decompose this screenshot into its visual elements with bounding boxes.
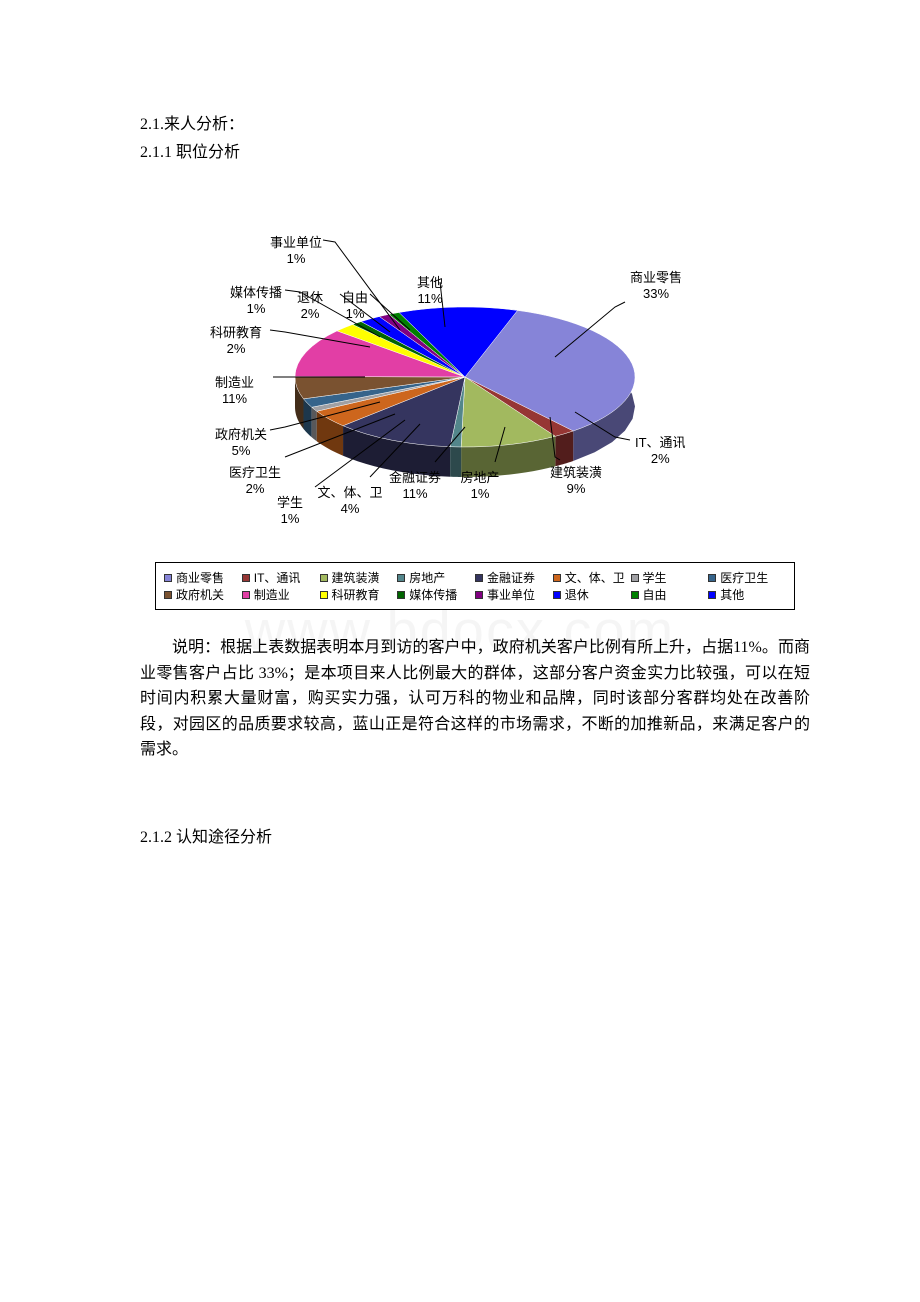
legend-swatch: [242, 591, 250, 599]
slice-label: 媒体传播1%: [230, 282, 282, 316]
legend-swatch: [553, 574, 561, 582]
slice-label: 自由1%: [342, 287, 368, 321]
legend-item: IT、通讯: [242, 569, 320, 586]
legend-item: 医疗卫生: [708, 569, 786, 586]
legend-swatch: [475, 574, 483, 582]
legend-swatch: [320, 574, 328, 582]
legend-text: 退休: [565, 586, 589, 603]
explanation-paragraph: 说明：根据上表数据表明本月到访的客户中，政府机关客户比例有所上升，占据11%。而…: [140, 635, 810, 763]
slice-label: 学生1%: [277, 492, 303, 526]
legend-text: 建筑装潢: [332, 569, 380, 586]
legend-item: 退休: [553, 586, 631, 603]
slice-label: 医疗卫生2%: [229, 462, 281, 496]
legend-swatch: [164, 574, 172, 582]
slice-label: IT、通讯2%: [635, 432, 686, 466]
pie-side: [312, 407, 317, 441]
pie-side: [450, 447, 461, 477]
legend-swatch: [708, 591, 716, 599]
legend-item: 科研教育: [320, 586, 398, 603]
legend-item: 媒体传播: [397, 586, 475, 603]
legend-box: 商业零售 IT、通讯 建筑装潢 房地产 金融证券 文、体、卫 学生 医疗卫生政府机关 制造业 科研…: [155, 562, 795, 610]
legend-item: 房地产: [397, 569, 475, 586]
legend-item: 商业零售: [164, 569, 242, 586]
legend-item: 建筑装潢: [320, 569, 398, 586]
legend-text: 医疗卫生: [720, 569, 768, 586]
legend-swatch: [631, 574, 639, 582]
slice-label: 建筑装潢9%: [550, 462, 602, 496]
legend-text: IT、通讯: [254, 569, 301, 586]
legend-text: 其他: [720, 586, 744, 603]
slice-label: 其他11%: [417, 272, 443, 306]
legend-item: 其他: [708, 586, 786, 603]
legend-text: 金融证券: [487, 569, 535, 586]
legend-text: 事业单位: [487, 586, 535, 603]
paragraph-text: 说明：根据上表数据表明本月到访的客户中，政府机关客户比例有所上升，占据11%。而…: [140, 635, 810, 763]
legend-item: 事业单位: [475, 586, 553, 603]
legend-item: 自由: [631, 586, 709, 603]
slice-label: 制造业11%: [215, 372, 254, 406]
slice-label: 金融证券11%: [389, 467, 441, 501]
slice-label: 房地产1%: [460, 467, 499, 501]
legend-text: 政府机关: [176, 586, 224, 603]
legend-item: 金融证券: [475, 569, 553, 586]
legend-item: 制造业: [242, 586, 320, 603]
legend-swatch: [397, 591, 405, 599]
heading-2-1-2: 2.1.2 认知途径分析: [140, 823, 810, 847]
legend-text: 科研教育: [332, 586, 380, 603]
legend-swatch: [553, 591, 561, 599]
legend-text: 学生: [643, 569, 667, 586]
slice-label: 商业零售33%: [630, 267, 682, 301]
legend-text: 房地产: [409, 569, 445, 586]
legend-swatch: [242, 574, 250, 582]
legend-swatch: [708, 574, 716, 582]
slice-label: 政府机关5%: [215, 424, 267, 458]
legend-text: 自由: [643, 586, 667, 603]
slice-label: 科研教育2%: [210, 322, 262, 356]
legend-text: 媒体传播: [409, 586, 457, 603]
pie-side: [555, 431, 573, 466]
legend-swatch: [397, 574, 405, 582]
pie-chart-occupation: 商业零售33% IT、通讯2% 建筑装潢9% 房地产1% 金融证券11%文、体、卫4% 学…: [155, 202, 795, 542]
legend-text: 制造业: [254, 586, 290, 603]
legend-swatch: [164, 591, 172, 599]
legend-swatch: [475, 591, 483, 599]
legend-text: 商业零售: [176, 569, 224, 586]
slice-label: 退休2%: [297, 287, 323, 321]
legend-row: 政府机关 制造业 科研教育 媒体传播 事业单位 退休 自由 其他: [164, 586, 786, 603]
legend-text: 文、体、卫: [565, 569, 625, 586]
legend-swatch: [631, 591, 639, 599]
heading-2-1-1: 2.1.1 职位分析: [140, 138, 810, 162]
slice-label: 事业单位1%: [270, 232, 322, 266]
legend-swatch: [320, 591, 328, 599]
legend-row: 商业零售 IT、通讯 建筑装潢 房地产 金融证券 文、体、卫 学生 医疗卫生: [164, 569, 786, 586]
legend-item: 文、体、卫: [553, 569, 631, 586]
legend-item: 学生: [631, 569, 709, 586]
legend-item: 政府机关: [164, 586, 242, 603]
heading-2-1: 2.1.来人分析：: [140, 110, 810, 134]
slice-label: 文、体、卫4%: [317, 482, 382, 516]
